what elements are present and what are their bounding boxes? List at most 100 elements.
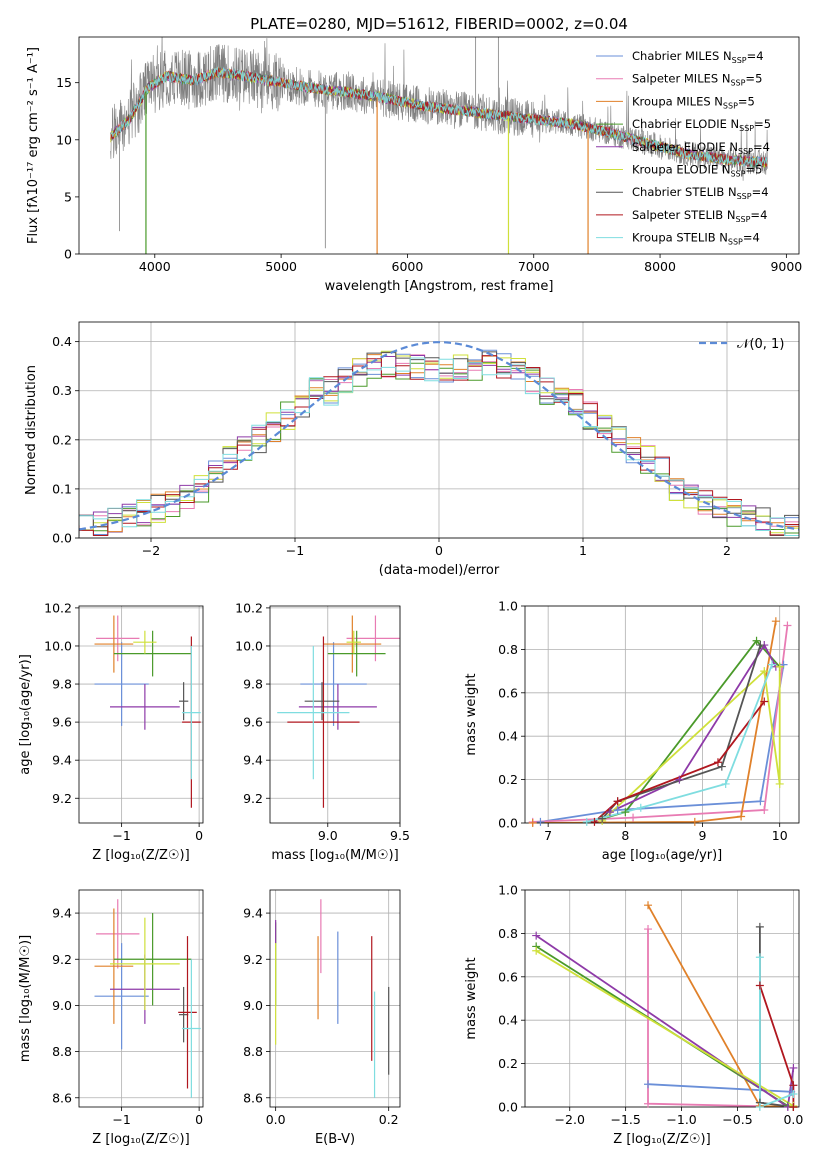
axes-frame: [78, 889, 204, 1108]
legend-nssp-value: 5: [755, 163, 762, 177]
weight-marker: [771, 617, 780, 626]
legend-nssp-eq: =: [738, 94, 748, 108]
weight-marker: [644, 901, 653, 910]
x-tick-label: 0: [195, 828, 203, 843]
weight-line-6: [759, 926, 794, 1107]
y-axis-label: Normed distribution: [24, 365, 39, 495]
x-tick-label: −0.5: [722, 1112, 752, 1127]
y-tick-label: 10.0: [235, 638, 263, 653]
weight-marker: [717, 762, 726, 771]
y-tick-label: 8.8: [52, 1044, 72, 1059]
weight-marker: [675, 775, 684, 784]
y-tick-label: 0.1: [52, 481, 72, 496]
model-spectrum-8: [110, 66, 768, 168]
y-tick-label: 10.2: [235, 600, 263, 615]
axes-frame: [524, 889, 800, 1108]
weight-marker: [536, 817, 545, 826]
y-axis-label: age [log₁₀(age/yr)]: [18, 654, 33, 775]
x-tick-label: −1: [112, 1112, 130, 1127]
legend-model-name: Chabrier STELIB: [632, 185, 724, 199]
y-axis-label: mass [log₁₀(M/M☉)]: [18, 935, 33, 1062]
legend-entry: Salpeter MILES NSSP=5: [632, 72, 762, 88]
x-tick-label: 5000: [265, 259, 297, 274]
x-tick-label: 8: [621, 828, 629, 843]
panel-mass-vs-EBV: 0.0 0.2 8.6 8.8 9.0 9.2 9.4 E(B-V): [243, 889, 401, 1147]
weight-marker: [756, 641, 765, 650]
plot-area: [535, 904, 795, 1107]
x-tick-label: 0.2: [379, 1112, 399, 1127]
y-tick-label: 0.0: [498, 1100, 518, 1115]
legend-nssp-sub: SSP: [730, 170, 745, 179]
normal-curve: [79, 341, 799, 531]
weight-line-8: [586, 664, 773, 823]
y-tick-label: 9.2: [243, 952, 263, 967]
y-axis-label: mass weight: [464, 957, 479, 1039]
y-tick-label: 9.6: [52, 715, 72, 730]
legend-nssp-value: 5: [748, 94, 755, 108]
x-axis-label: wavelength [Angstrom, rest frame]: [325, 279, 554, 294]
y-tick-label: 9.4: [52, 753, 72, 768]
y-tick-label: 0.8: [498, 926, 518, 941]
y-tick-label: 9.4: [243, 906, 263, 921]
weight-line-6: [601, 644, 762, 820]
weight-line-0: [647, 1083, 795, 1093]
plot-area: [110, 37, 768, 254]
y-tick-label: 9.6: [243, 715, 263, 730]
legend-nssp-prefix: N: [723, 208, 735, 222]
weight-marker: [590, 817, 599, 826]
x-axis-label: Z [log₁₀(Z/Z☉)]: [92, 848, 189, 863]
x-tick-label: −2.0: [555, 1112, 585, 1127]
weight-marker: [767, 660, 776, 669]
weight-marker: [775, 662, 784, 671]
y-tick-label: 0.8: [498, 642, 518, 657]
legend-nssp-sub: SSP: [728, 238, 743, 247]
weight-marker: [755, 981, 764, 990]
legend-nssp-sub: SSP: [730, 79, 745, 88]
weight-marker: [532, 931, 541, 940]
y-tick-label: 9.0: [52, 998, 72, 1013]
legend-entry: Salpeter ELODIE NSSP=4: [632, 140, 770, 156]
x-tick-label: −1: [286, 543, 304, 558]
y-tick-label: 9.2: [52, 952, 72, 967]
weight-marker: [755, 922, 764, 931]
y-tick-label: 10.0: [44, 638, 72, 653]
weight-marker: [636, 803, 645, 812]
panel-weight-vs-age: 7 8 9 10 0.0 0.2 0.4 0.6 0.8 1.0 age [log₁₀(age/yr…: [464, 599, 800, 863]
x-axis-label: (data-model)/error: [379, 563, 500, 578]
x-tick-label: 9.0: [318, 828, 338, 843]
y-tick-label: 0.2: [498, 1056, 518, 1071]
plot-area: [275, 899, 390, 1098]
weight-line-5: [535, 950, 795, 1107]
plot-area: [277, 615, 400, 808]
weight-marker: [713, 758, 722, 767]
legend-nssp-eq: =: [754, 117, 764, 131]
legend-model-name: Kroupa STELIB: [632, 231, 716, 245]
legend-entry: Kroupa STELIB NSSP=4: [632, 231, 760, 247]
weight-marker: [775, 779, 784, 788]
axes-frame: [78, 605, 204, 824]
x-axis-label: age [log₁₀(age/yr)]: [602, 848, 723, 863]
axes-frame: [269, 605, 401, 824]
legend-nssp-value: 5: [755, 72, 762, 86]
plot-area: [79, 341, 799, 536]
legend-nssp-sub: SSP: [735, 215, 750, 224]
x-tick-label: 8000: [644, 259, 676, 274]
y-tick-label: 0.2: [498, 772, 518, 787]
y-tick-label: 9.8: [243, 677, 263, 692]
x-tick-label: 4000: [139, 259, 171, 274]
weight-line-4: [609, 643, 777, 813]
weight-marker: [789, 1089, 798, 1098]
x-tick-label: −2: [142, 543, 160, 558]
legend-nssp-sub: SSP: [739, 124, 754, 133]
legend-nssp-prefix: N: [718, 163, 730, 177]
y-tick-label: 1.0: [498, 599, 518, 614]
weight-marker: [582, 817, 591, 826]
legend-nssp-prefix: N: [726, 140, 738, 154]
legend-nssp-prefix: N: [724, 185, 736, 199]
weight-marker: [528, 819, 537, 827]
legend-nssp-prefix: N: [718, 72, 730, 86]
panel-spectrum: 4000 5000 6000 7000 8000 9000 0 5 10 15 wavelength…: [26, 15, 802, 294]
axes-frame: [78, 36, 800, 255]
legend-model-name: Kroupa MILES: [632, 94, 711, 108]
legend-entry: Kroupa ELODIE NSSP=5: [632, 163, 762, 179]
